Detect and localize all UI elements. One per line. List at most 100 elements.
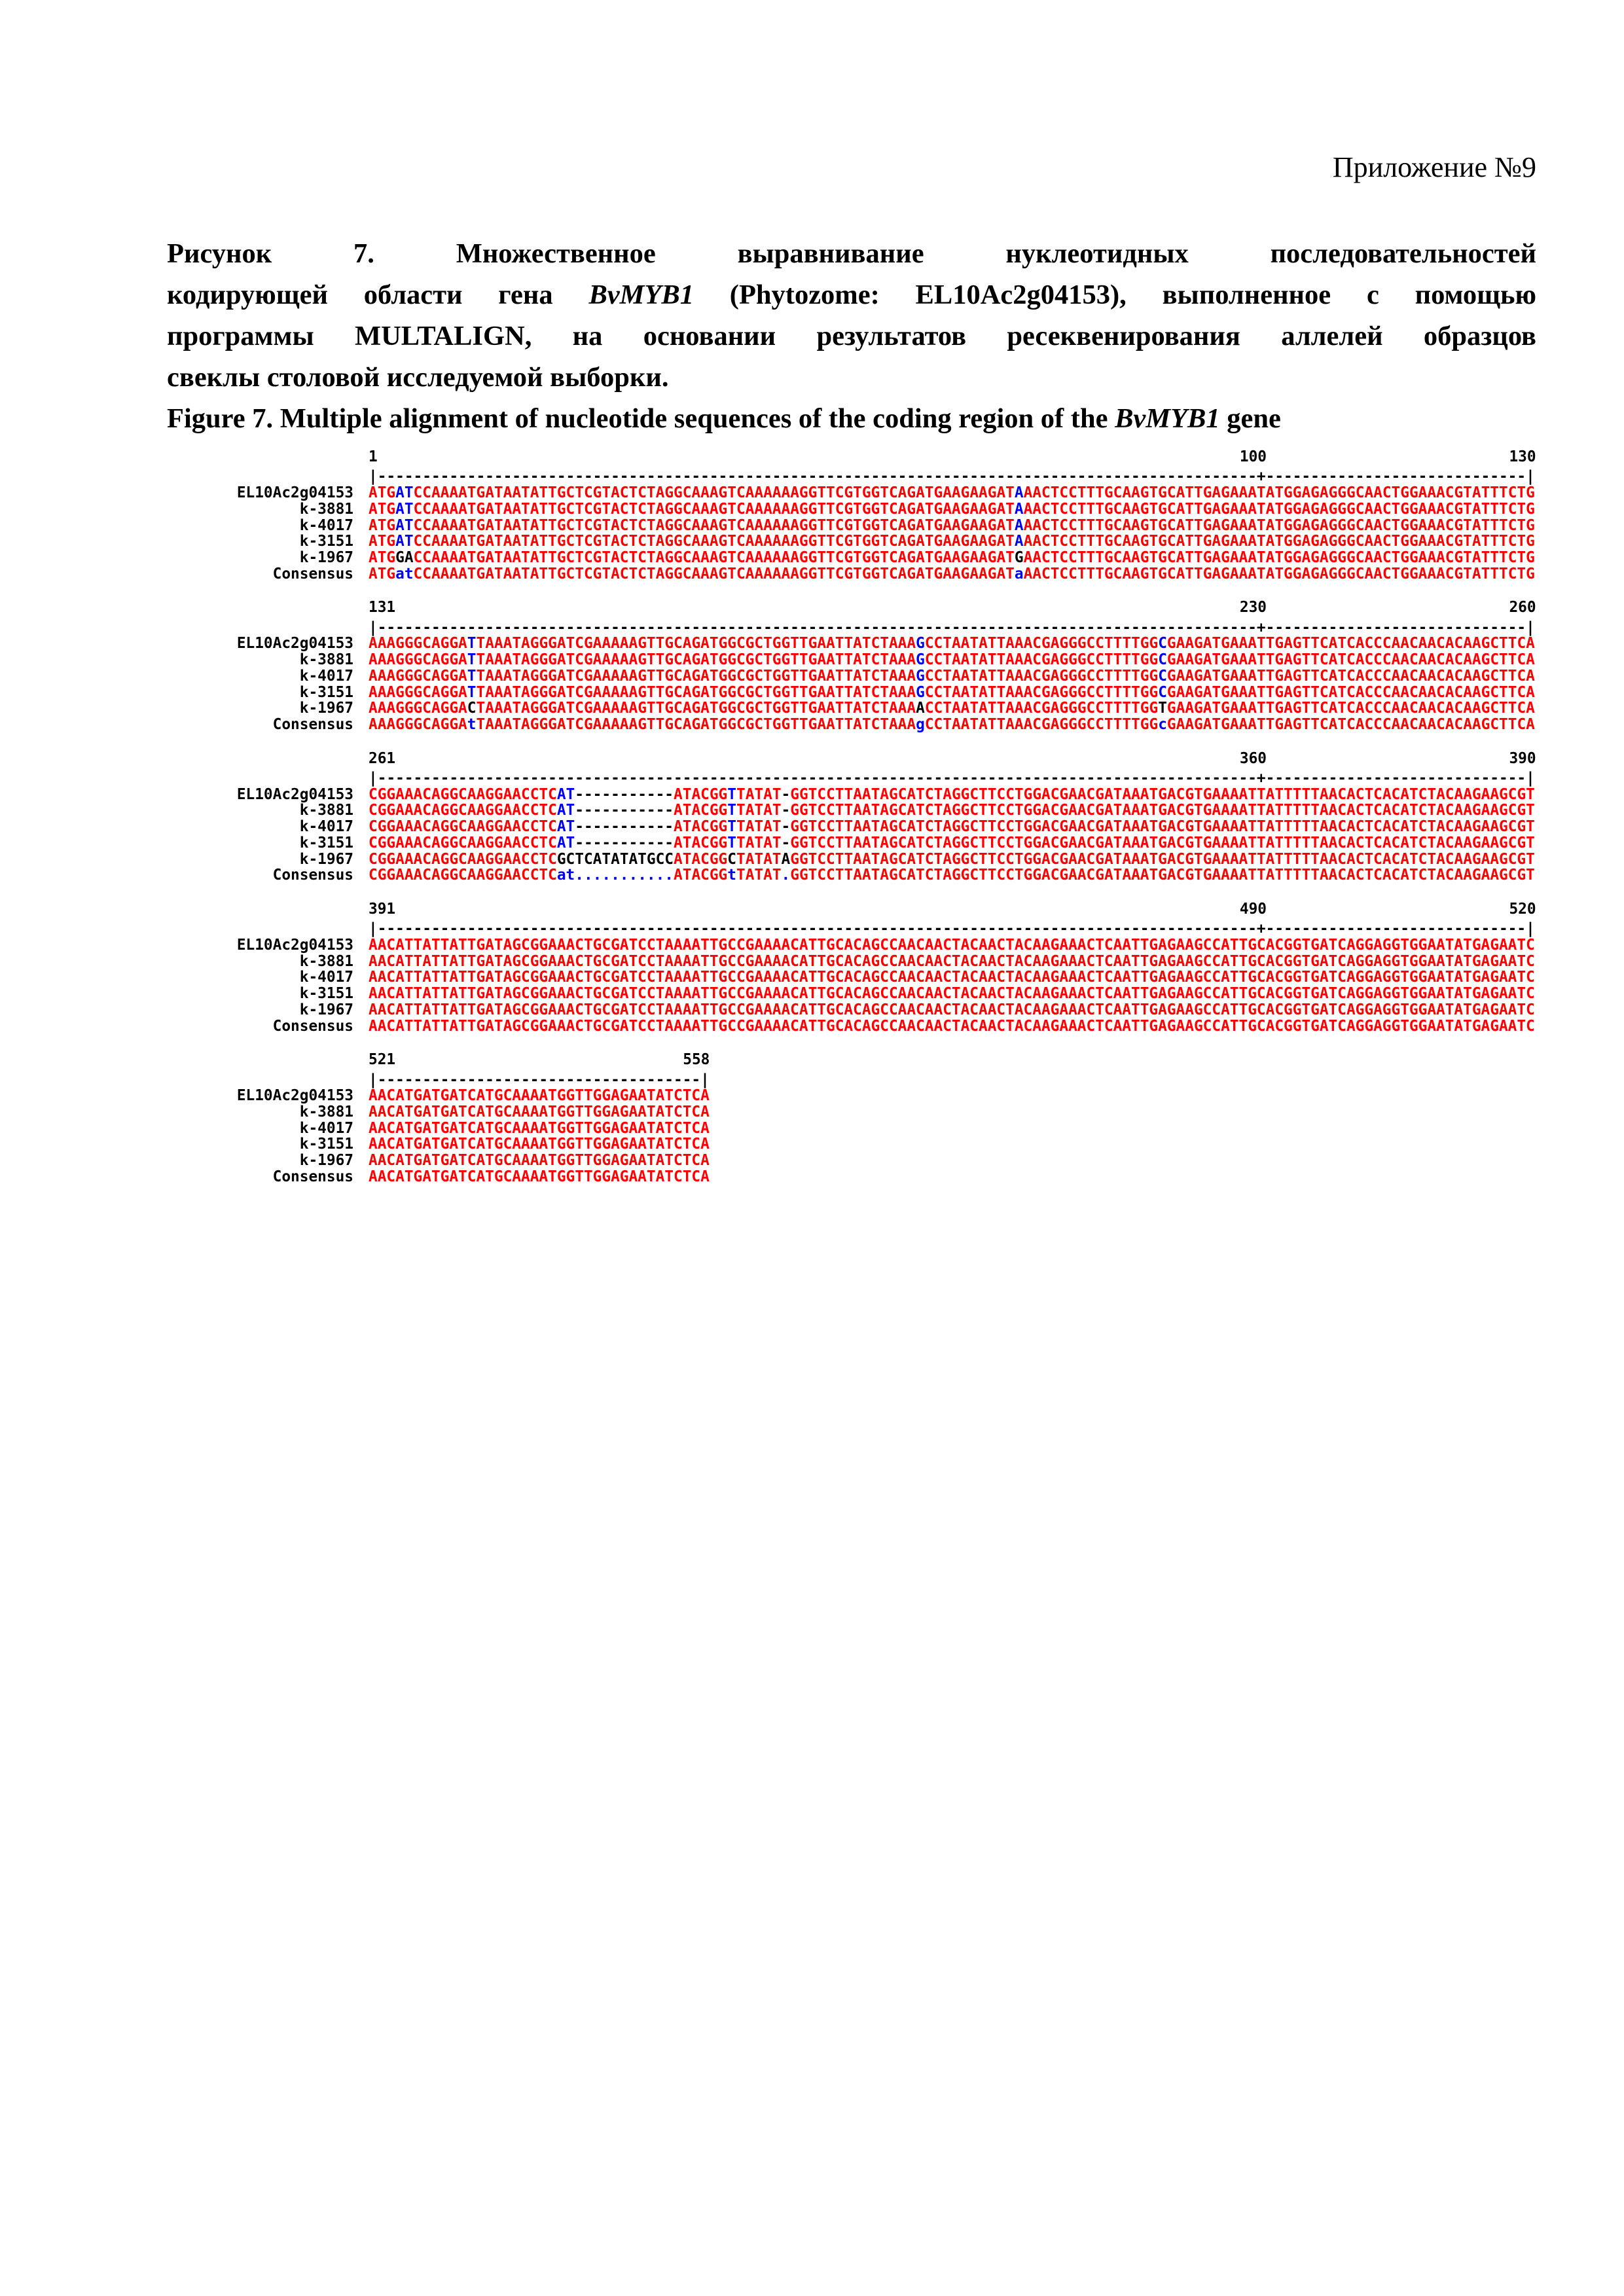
ruler-number-track: 391 490 520 (369, 901, 1536, 918)
caption-text: свеклы столовой исследуемой выборки. (167, 362, 669, 393)
sequence-segment: ATACGG (674, 785, 728, 803)
ruler-number: 260 (1509, 599, 1536, 617)
ruler-tick-line: |------------------------------------| (369, 1071, 710, 1088)
sequence-segment: A (916, 700, 925, 717)
ruler-number: 558 (683, 1051, 710, 1069)
sequence-segment: AT (556, 834, 575, 852)
sequence-segment: G (916, 635, 925, 653)
sequence: ATGATCCAAAATGATAATATTGCTCGTACTCTAGGCAAAG… (369, 484, 1535, 501)
seq-row: k-1967 ATGGACCAAAATGATAATATTGCTCGTACTCTAG… (0, 550, 1536, 566)
caption-text: кодирующей области гена (167, 279, 589, 310)
sequence-segment: G (1014, 548, 1024, 566)
sequence-segment: GGTCCTTAATAGCATCTAGGCTTCCTGGACGAACGATAAA… (790, 802, 1535, 819)
seq-row: k-3881 AAAGGGCAGGATTAAATAGGGATCGAAAAAGTTG… (0, 652, 1536, 668)
sequence-segment: |---------------------------------------… (369, 920, 1535, 938)
row-label: EL10Ac2g04153 (236, 937, 353, 954)
sequence-segment: T (467, 683, 477, 701)
seq-row: k-3881 ATGATCCAAAATGATAATATTGCTCGTACTCTAG… (0, 501, 1536, 518)
sequence-segment: AACATGATGATCATGCAAAATGGTTGGAGAATATCTCA (369, 1087, 710, 1105)
caption-line: Figure 7. Multiple alignment of nucleoti… (167, 398, 1536, 439)
ruler-number: 130 (1509, 448, 1536, 465)
figure-caption-ru: Рисунок 7. Множественное выравнивание ну… (167, 233, 1536, 398)
sequence-segment: AACATTATTATTGATAGCGGAAACTGCGATCCTAAAATTG… (369, 937, 1535, 954)
page-annotation: Приложение №9 (1332, 151, 1536, 183)
ruler-numbers: 521 558 (0, 1052, 1536, 1071)
sequence-segment: |------------------------------------| (369, 1071, 710, 1088)
sequence-segment: ATACGG (674, 834, 728, 852)
caption-text: Рисунок 7. Множественное выравнивание ну… (167, 238, 1536, 269)
sequence-segment: AACATTATTATTGATAGCGGAAACTGCGATCCTAAAATTG… (369, 1017, 1535, 1035)
seq-row: k-3151 AAAGGGCAGGATTAAATAGGGATCGAAAAAGTTG… (0, 683, 1536, 701)
sequence-segment: T (467, 635, 477, 653)
sequence-segment: CGGAAACAGGCAAGGAACCTC (369, 785, 557, 803)
sequence: AAAGGGCAGGATTAAATAGGGATCGAAAAAGTTGCAGATG… (369, 684, 1535, 701)
seq-row: k-4017 AACATTATTATTGATAGCGGAAACTGCGATCCTA… (0, 969, 1536, 986)
sequence-segment: AAAGGGCAGGA (369, 667, 467, 685)
sequence-segment: CCAAAATGATAATATTGCTCGTACTCTAGGCAAAGTCAAA… (413, 565, 1015, 583)
sequence-segment: CCTAATATTAAACGAGGGCCTTTTGG (924, 700, 1159, 717)
sequence-segment: AACTCCTTTGCAAGTGCATTGAGAAATATGGAGAGGGCAA… (1023, 548, 1535, 566)
ruler-tick-line: |---------------------------------------… (369, 468, 1535, 485)
sequence-segment: TAAATAGGGATCGAAAAAGTTGCAGATGGCGCTGGTTGAA… (476, 683, 916, 701)
sequence-segment: ATG (369, 484, 396, 502)
sequence-segment: TATAT (736, 834, 782, 852)
seq-row: k-4017 AAAGGGCAGGATTAAATAGGGATCGAAAAAGTTG… (0, 668, 1536, 685)
seq-row: Consensus CGGAAACAGGCAAGGAACCTCat........… (0, 867, 1536, 884)
sequence: AACATGATGATCATGCAAAATGGTTGGAGAATATCTCA (369, 1152, 710, 1169)
sequence-segment: - (781, 834, 791, 852)
sequence-segment: GAAGATGAAATTGAGTTCATCACCCAACAACACAAGCTTC… (1166, 715, 1535, 733)
ruler-ticks: |---------------------------------------… (0, 619, 1536, 636)
sequence-segment: ----------- (575, 834, 674, 852)
ruler-ticks: |---------------------------------------… (0, 921, 1536, 937)
sequence: ATGatCCAAAATGATAATATTGCTCGTACTCTAGGCAAAG… (369, 565, 1535, 583)
row-label: k-4017 (299, 818, 353, 836)
sequence-segment: C (1158, 683, 1167, 701)
row-label: EL10Ac2g04153 (236, 635, 353, 653)
seq-row: EL10Ac2g04153 AAAGGGCAGGATTAAATAGGGATCGAA… (0, 636, 1536, 652)
sequence-segment: C (1158, 667, 1167, 685)
sequence-segment: T (467, 651, 477, 669)
sequence-segment: T (727, 834, 736, 852)
sequence-segment: TATAT (736, 818, 782, 836)
row-label: k-3151 (299, 533, 353, 550)
seq-row: k-3881 AACATGATGATCATGCAAAATGGTTGGAGAATAT… (0, 1104, 1536, 1121)
sequence-segment: CGGAAACAGGCAAGGAACCTC (369, 802, 557, 819)
ruler-number-track: 131 230 260 (369, 600, 1536, 616)
sequence-segment: CCTAATATTAAACGAGGGCCTTTTGG (924, 635, 1159, 653)
sequence: AACATGATGATCATGCAAAATGGTTGGAGAATATCTCA (369, 1168, 710, 1185)
sequence-segment: AACATGATGATCATGCAAAATGGTTGGAGAATATCTCA (369, 1168, 710, 1185)
row-label: k-1967 (299, 850, 353, 868)
sequence-segment: - (781, 785, 791, 803)
sequence-segment: A (781, 850, 791, 868)
sequence-segment: CCTAATATTAAACGAGGGCCTTTTGG (924, 715, 1159, 733)
sequence-segment: TAAATAGGGATCGAAAAAGTTGCAGATGGCGCTGGTTGAA… (476, 667, 916, 685)
row-label: k-3151 (299, 1136, 353, 1153)
row-label: EL10Ac2g04153 (236, 1087, 353, 1105)
sequence-segment: T (727, 818, 736, 836)
sequence-segment: C (1158, 635, 1167, 653)
sequence-segment: GGTCCTTAATAGCATCTAGGCTTCCTGGACGAACGATAAA… (790, 834, 1535, 852)
sequence-segment: AT (395, 516, 414, 534)
row-label: k-1967 (299, 548, 353, 566)
sequence: AAAGGGCAGGATTAAATAGGGATCGAAAAAGTTGCAGATG… (369, 635, 1535, 652)
ruler-number: 521 (369, 1051, 396, 1069)
sequence-segment: ----------- (575, 802, 674, 819)
seq-row: k-4017 ATGATCCAAAATGATAATATTGCTCGTACTCTAG… (0, 516, 1536, 534)
sequence-segment: ATACGG (674, 867, 728, 884)
sequence-segment: TATAT (736, 867, 782, 884)
sequence-segment: T (727, 785, 736, 803)
sequence-segment: g (916, 715, 925, 733)
sequence-segment: GA (395, 548, 414, 566)
sequence: CGGAAACAGGCAAGGAACCTCAT-----------ATACGG… (369, 786, 1535, 803)
row-label: k-3151 (299, 683, 353, 701)
sequence-segment: A (1014, 500, 1024, 518)
ruler-number: 520 (1509, 900, 1536, 918)
seq-row: k-1967 AACATTATTATTGATAGCGGAAACTGCGATCCTA… (0, 1001, 1536, 1018)
seq-row: EL10Ac2g04153 AACATGATGATCATGCAAAATGGTTGG… (0, 1088, 1536, 1104)
row-label: EL10Ac2g04153 (236, 484, 353, 502)
caption-text: gene (1219, 403, 1281, 434)
sequence-segment: CCAAAATGATAATATTGCTCGTACTCTAGGCAAAGTCAAA… (413, 533, 1015, 550)
sequence-segment: ATG (369, 500, 396, 518)
ruler-ticks: |---------------------------------------… (0, 469, 1536, 485)
seq-row: k-3151 AACATTATTATTGATAGCGGAAACTGCGATCCTA… (0, 986, 1536, 1002)
